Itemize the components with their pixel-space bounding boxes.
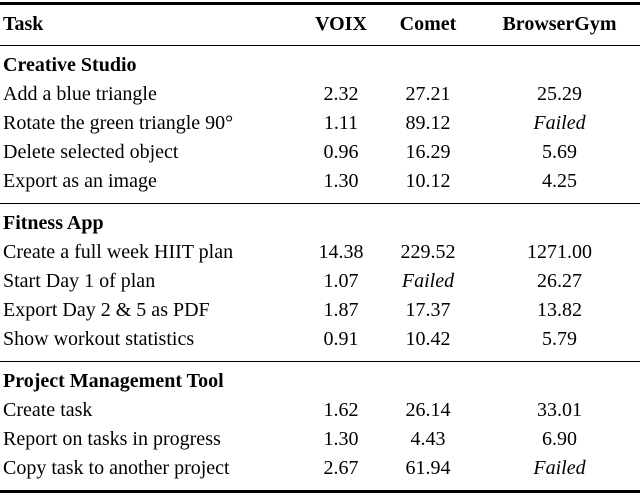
- col-header-task: Task: [0, 3, 305, 46]
- browsergym-value: 6.90: [542, 428, 577, 450]
- task-cell: Create task: [3, 399, 93, 421]
- task-cell: Show workout statistics: [3, 328, 195, 350]
- browsergym-value: 4.25: [542, 170, 577, 192]
- header-row: Task VOIX Comet BrowserGym: [0, 3, 640, 46]
- table-row: Report on tasks in progress 1.30 4.43 6.…: [0, 425, 640, 454]
- comet-value: 4.43: [410, 428, 446, 450]
- comet-value: 10.12: [405, 170, 451, 192]
- table-row: Export Day 2 & 5 as PDF 1.87 17.37 13.82: [0, 296, 640, 325]
- comet-value: 17.37: [405, 299, 451, 321]
- task-cell: Start Day 1 of plan: [3, 270, 156, 292]
- voix-value: 1.30: [323, 170, 359, 192]
- task-cell: Add a blue triangle: [3, 83, 157, 105]
- voix-value: 1.11: [323, 112, 359, 134]
- section-fitness-app: Fitness App Create a full week HIIT plan…: [0, 203, 640, 362]
- table-row: Add a blue triangle 2.32 27.21 25.29: [0, 80, 640, 109]
- table-row: Create a full week HIIT plan 14.38 229.5…: [0, 238, 640, 267]
- browsergym-value: 5.69: [542, 141, 577, 163]
- task-cell: Delete selected object: [3, 141, 179, 163]
- section-title-row: Project Management Tool: [0, 362, 640, 397]
- voix-value: 1.30: [323, 428, 359, 450]
- comet-value: 26.14: [405, 399, 451, 421]
- browsergym-value: 33.01: [537, 399, 582, 421]
- voix-value: 0.91: [323, 328, 359, 350]
- section-creative-studio: Creative Studio Add a blue triangle 2.32…: [0, 45, 640, 204]
- browsergym-value: 25.29: [537, 83, 582, 105]
- comet-value: 61.94: [405, 457, 451, 479]
- browsergym-value: 26.27: [537, 270, 582, 292]
- voix-value: 1.87: [323, 299, 359, 321]
- section-title-row: Creative Studio: [0, 46, 640, 81]
- table-row: Create task 1.62 26.14 33.01: [0, 396, 640, 425]
- section-title: Fitness App: [3, 212, 104, 234]
- section-title: Creative Studio: [3, 54, 137, 76]
- table-row: Export as an image 1.30 10.12 4.25: [0, 167, 640, 204]
- voix-value: 0.96: [323, 141, 359, 163]
- comet-value: Failed: [401, 270, 455, 292]
- col-header-voix: VOIX: [305, 3, 377, 46]
- section-title-row: Fitness App: [0, 204, 640, 239]
- browsergym-value: Failed: [533, 457, 586, 479]
- comet-value: 10.42: [405, 328, 451, 350]
- voix-value: 14.38: [318, 241, 364, 263]
- task-cell: Export Day 2 & 5 as PDF: [3, 299, 210, 321]
- voix-value: 2.32: [323, 83, 359, 105]
- section-title: Project Management Tool: [3, 370, 224, 392]
- table-row: Start Day 1 of plan 1.07 Failed 26.27: [0, 267, 640, 296]
- task-cell: Report on tasks in progress: [3, 428, 221, 450]
- col-header-comet: Comet: [377, 3, 479, 46]
- comet-value: 16.29: [405, 141, 451, 163]
- table-row: Delete selected object 0.96 16.29 5.69: [0, 138, 640, 167]
- comet-value: 89.12: [405, 112, 451, 134]
- task-cell: Copy task to another project: [3, 457, 230, 479]
- voix-value: 1.07: [323, 270, 359, 292]
- table-row: Show workout statistics 0.91 10.42 5.79: [0, 325, 640, 362]
- col-header-browsergym: BrowserGym: [479, 3, 640, 46]
- browsergym-value: 13.82: [537, 299, 582, 321]
- task-cell: Create a full week HIIT plan: [3, 241, 234, 263]
- table-row: Rotate the green triangle 90° 1.11 89.12…: [0, 109, 640, 138]
- browsergym-value: 1271.00: [527, 241, 592, 263]
- comet-value: 27.21: [405, 83, 451, 105]
- task-cell: Export as an image: [3, 170, 157, 192]
- voix-value: 2.67: [323, 457, 359, 479]
- comet-value: 229.52: [400, 241, 456, 263]
- section-project-management-tool: Project Management Tool Create task 1.62…: [0, 361, 640, 492]
- task-cell: Rotate the green triangle 90°: [3, 112, 234, 134]
- table-row: Copy task to another project 2.67 61.94 …: [0, 454, 640, 492]
- browsergym-value: Failed: [533, 112, 586, 134]
- browsergym-value: 5.79: [542, 328, 577, 350]
- table-header: Task VOIX Comet BrowserGym: [0, 3, 640, 46]
- voix-value: 1.62: [323, 399, 359, 421]
